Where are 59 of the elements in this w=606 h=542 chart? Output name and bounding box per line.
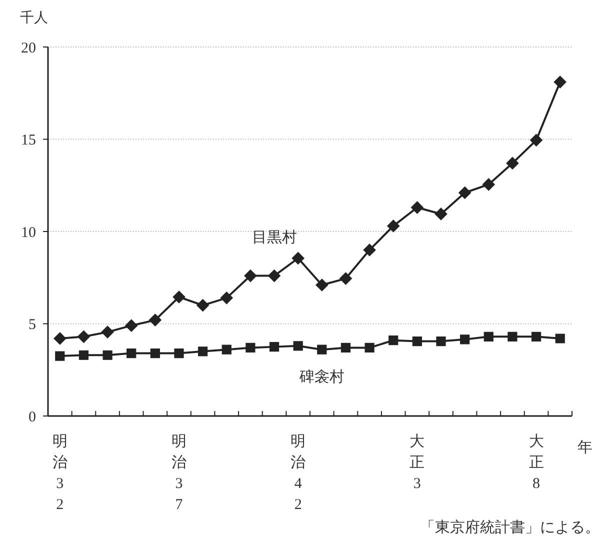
point (364, 342, 374, 353)
point (436, 336, 446, 346)
point (555, 334, 565, 344)
point (54, 332, 66, 345)
point (484, 332, 494, 342)
point (388, 336, 398, 346)
point (412, 336, 422, 346)
point (125, 319, 138, 332)
point (434, 208, 448, 220)
point (101, 326, 114, 338)
point (482, 178, 495, 191)
point (339, 272, 352, 285)
point (222, 344, 232, 354)
point (268, 269, 281, 282)
x-tick-label: 明治32 (52, 434, 68, 513)
point (292, 252, 304, 265)
x-tick-label: 明治37 (172, 434, 186, 513)
point (531, 332, 542, 342)
x-tick-label: 大正8 (528, 433, 544, 492)
point (244, 269, 257, 282)
series-label: 目黒村 (252, 228, 297, 246)
point (410, 201, 424, 214)
y-tick-label: 15 (21, 132, 36, 148)
point (174, 348, 184, 358)
y-tick-label: 5 (28, 317, 36, 333)
point (316, 278, 328, 292)
point (317, 344, 327, 354)
point (340, 342, 351, 353)
y-tick-label: 20 (21, 40, 36, 56)
point (246, 342, 256, 353)
point (530, 134, 543, 146)
point (293, 341, 303, 351)
point (77, 330, 90, 343)
point (460, 334, 470, 344)
y-tick-label: 0 (28, 409, 36, 426)
y-axis-title: 千人 (20, 10, 48, 26)
point (172, 290, 186, 304)
point (458, 186, 472, 200)
point (220, 292, 233, 304)
point (78, 350, 89, 360)
text: 「東京府統計書」による。 (420, 519, 600, 536)
point (387, 220, 400, 232)
point (508, 332, 518, 342)
point (554, 76, 566, 88)
point (269, 342, 280, 352)
point (148, 314, 162, 326)
point (363, 244, 376, 256)
series-label: 碑衾村 (298, 368, 344, 386)
point (126, 348, 136, 358)
x-axis-title: 年 (578, 439, 592, 456)
point (198, 346, 208, 356)
x-tick-label: 明治42 (290, 434, 306, 513)
point (150, 348, 160, 358)
y-tick-label: 10 (21, 224, 36, 241)
x-tick-label: 大正3 (410, 433, 425, 492)
point (506, 156, 519, 170)
point (102, 350, 112, 360)
point (196, 299, 210, 312)
point (55, 351, 65, 361)
